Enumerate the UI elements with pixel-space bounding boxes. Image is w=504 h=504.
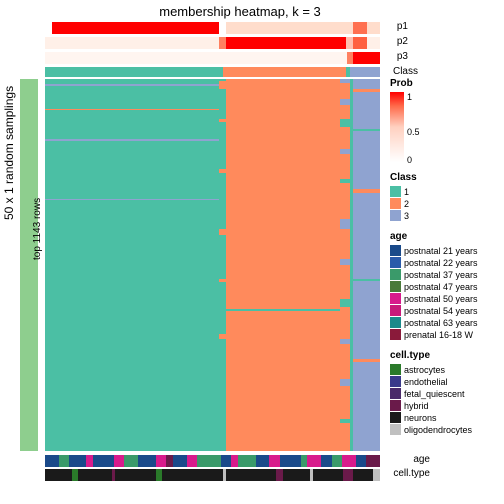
heatmap-column <box>45 79 219 451</box>
prob-tick: 0.5 <box>407 127 420 137</box>
chart-title: membership heatmap, k = 3 <box>50 0 430 19</box>
age-track: age <box>45 455 380 467</box>
legend-swatch <box>390 400 401 411</box>
prob-track-2: p2 <box>45 37 380 49</box>
legend-label: neurons <box>404 413 437 423</box>
heatmap-column <box>226 79 340 451</box>
legend-swatch <box>390 257 401 268</box>
legend-label: 1 <box>404 187 409 197</box>
legend-item: postnatal 50 years <box>390 293 502 304</box>
legend-title: cell.type <box>390 350 502 361</box>
legend-swatch <box>390 186 401 197</box>
heatmap-body <box>45 79 380 451</box>
track-label: p3 <box>397 51 408 62</box>
legend-swatch <box>390 305 401 316</box>
celltype-track: cell.type <box>45 469 380 481</box>
legend-swatch <box>390 269 401 280</box>
heatmap-column <box>219 79 226 451</box>
heatmap-column <box>340 79 350 451</box>
track-label: cell.type <box>393 468 430 479</box>
legend-item: 1 <box>390 186 502 197</box>
legend-item: postnatal 37 years <box>390 269 502 280</box>
legend-swatch <box>390 364 401 375</box>
legend-label: endothelial <box>404 377 448 387</box>
legend-title: Class <box>390 172 502 183</box>
prob-colorbar <box>390 92 404 162</box>
prob-tick: 0 <box>407 155 412 165</box>
track-label: p2 <box>397 36 408 47</box>
legend-label: hybrid <box>404 401 429 411</box>
legend-swatch <box>390 388 401 399</box>
track-label: age <box>413 454 430 465</box>
legend-label: postnatal 37 years <box>404 270 478 280</box>
legend-item: postnatal 22 years <box>390 257 502 268</box>
legend-item: fetal_quiescent <box>390 388 502 399</box>
legend-item: postnatal 63 years <box>390 317 502 328</box>
legend-swatch <box>390 376 401 387</box>
prob-track-3: p3 <box>45 52 380 64</box>
legend-title: Prob <box>390 78 502 89</box>
legend-item: neurons <box>390 412 502 423</box>
yaxis-outer-label: 50 x 1 random samplings <box>2 86 16 220</box>
legend-title: age <box>390 231 502 242</box>
legend-label: postnatal 22 years <box>404 258 478 268</box>
legend-item: 2 <box>390 198 502 209</box>
legend-label: oligodendrocytes <box>404 425 472 435</box>
legend-item: hybrid <box>390 400 502 411</box>
legend-item: postnatal 54 years <box>390 305 502 316</box>
class-track: Class <box>45 67 380 77</box>
legend-label: postnatal 54 years <box>404 306 478 316</box>
legend-label: 2 <box>404 199 409 209</box>
legend-swatch <box>390 210 401 221</box>
track-label: p1 <box>397 21 408 32</box>
row-annotation-bar <box>20 79 38 451</box>
legend-swatch <box>390 198 401 209</box>
heatmap-column <box>353 79 380 451</box>
top-annotation-tracks: p1 p2 p3 Class <box>45 22 380 80</box>
legend-item: prenatal 16-18 W <box>390 329 502 340</box>
yaxis-inner-label: top 1143 rows <box>32 198 43 260</box>
legend-label: prenatal 16-18 W <box>404 330 473 340</box>
legend-label: postnatal 63 years <box>404 318 478 328</box>
legend-swatch <box>390 281 401 292</box>
legend-item: endothelial <box>390 376 502 387</box>
legend-label: 3 <box>404 211 409 221</box>
legend-item: postnatal 47 years <box>390 281 502 292</box>
legend-label: fetal_quiescent <box>404 389 465 399</box>
legend-item: oligodendrocytes <box>390 424 502 435</box>
legend-item: 3 <box>390 210 502 221</box>
legend-item: postnatal 21 years <box>390 245 502 256</box>
legend-label: astrocytes <box>404 365 445 375</box>
legend-swatch <box>390 317 401 328</box>
legend-label: postnatal 21 years <box>404 246 478 256</box>
legend-label: postnatal 47 years <box>404 282 478 292</box>
legend-item: astrocytes <box>390 364 502 375</box>
legend-swatch <box>390 293 401 304</box>
prob-track-1: p1 <box>45 22 380 34</box>
bottom-annotation-tracks: age cell.type <box>45 455 380 483</box>
legend-panel: Prob 1 0.5 0 Class 1 2 3 age postnatal 21 years po… <box>390 78 502 445</box>
track-label: Class <box>393 66 418 77</box>
legend-swatch <box>390 412 401 423</box>
legend-label: postnatal 50 years <box>404 294 478 304</box>
prob-tick: 1 <box>407 92 412 102</box>
legend-swatch <box>390 245 401 256</box>
legend-swatch <box>390 329 401 340</box>
legend-swatch <box>390 424 401 435</box>
